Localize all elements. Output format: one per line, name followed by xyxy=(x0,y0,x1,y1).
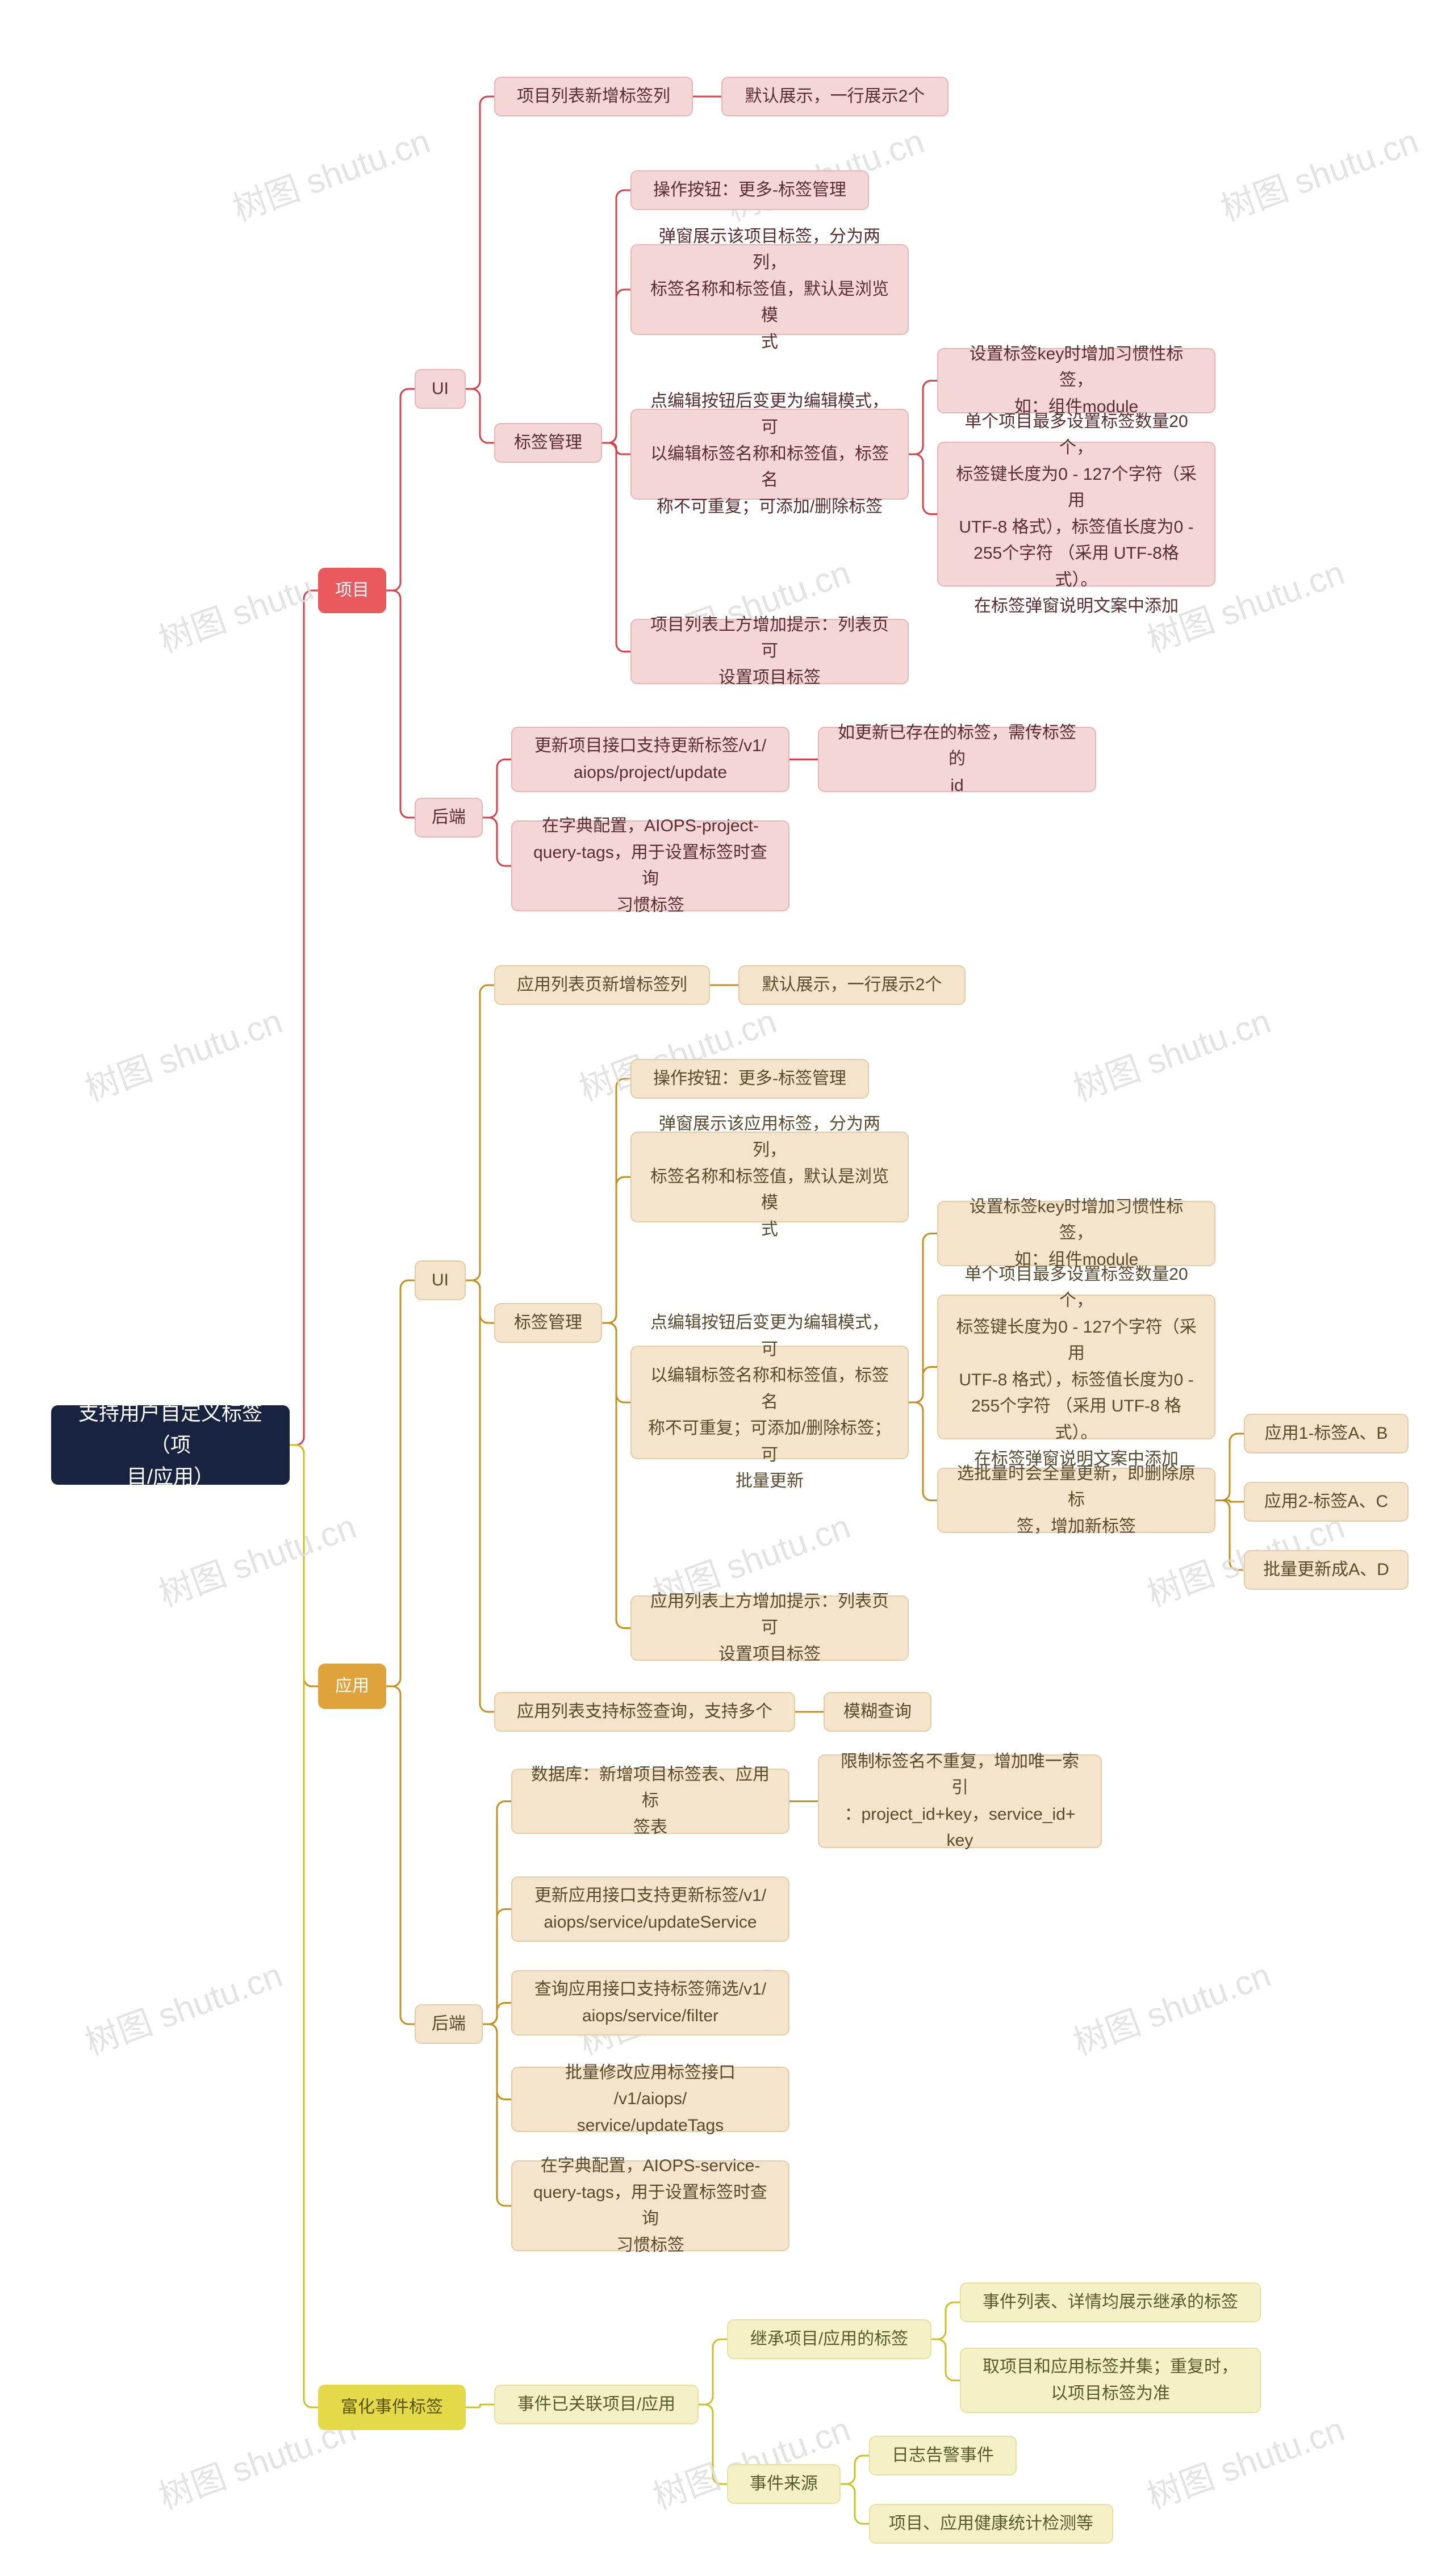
mindmap-node: 查询应用接口支持标签筛选/v1/ aiops/service/filter xyxy=(511,1970,789,2035)
mindmap-edge xyxy=(466,1280,494,1712)
mindmap-edge xyxy=(602,1323,630,1402)
mindmap-edge xyxy=(841,2456,869,2484)
mindmap-node: 默认展示，一行展示2个 xyxy=(738,965,966,1005)
mindmap-edge xyxy=(699,2405,727,2484)
mindmap-edge xyxy=(466,985,494,1280)
mindmap-node: 事件来源 xyxy=(727,2464,841,2504)
mindmap-edge xyxy=(1215,1501,1244,1502)
mindmap-edge xyxy=(909,381,937,455)
mindmap-edge xyxy=(909,1367,937,1403)
mindmap-edge xyxy=(602,290,630,443)
mindmap-node: 事件列表、详情均展示继承的标签 xyxy=(960,2282,1261,2322)
mindmap-node: 数据库：新增项目标签表、应用标 签表 xyxy=(511,1769,789,1834)
mindmap-edge xyxy=(483,760,511,818)
mindmap-node: 设置标签key时增加习惯性标签， 如：组件module xyxy=(937,1201,1215,1266)
mindmap-node: 默认展示，一行展示2个 xyxy=(721,77,949,116)
mindmap-edge xyxy=(602,1177,630,1323)
mindmap-node: 标签管理 xyxy=(494,1303,602,1343)
mindmap-node: 在字典配置，AIOPS-project- query-tags，用于设置标签时查… xyxy=(511,820,789,911)
mindmap-canvas: 树图 shutu.cn 树图 shutu.cn 树图 shutu.cn 树图 shut… xyxy=(0,0,1454,2576)
mindmap-edge xyxy=(602,1079,630,1323)
mindmap-node: 单个项目最多设置标签数量20个， 标签键长度为0 - 127个字符（采用 UTF… xyxy=(937,442,1215,587)
mindmap-edge xyxy=(386,1280,415,1686)
mindmap-edge xyxy=(466,389,494,443)
watermark: 树图 shutu.cn xyxy=(1213,114,1424,231)
mindmap-edge xyxy=(290,590,318,1445)
mindmap-edge xyxy=(483,2003,511,2025)
mindmap-node: 应用列表上方增加提示：列表页可 设置项目标签 xyxy=(630,1595,909,1661)
mindmap-edge xyxy=(483,1802,511,2025)
mindmap-edge xyxy=(466,1280,494,1323)
mindmap-node: 批量更新成A、D xyxy=(1244,1550,1409,1590)
watermark: 树图 shutu.cn xyxy=(151,1499,362,1616)
mindmap-edge xyxy=(386,389,415,590)
mindmap-node: 事件已关联项目/应用 xyxy=(494,2385,699,2424)
mindmap-edge xyxy=(909,454,937,514)
mindmap-edge xyxy=(466,97,494,389)
watermark: 树图 shutu.cn xyxy=(1139,2402,1350,2519)
mindmap-node: UI xyxy=(415,369,466,409)
mindmap-edge xyxy=(841,2484,869,2524)
mindmap-edge xyxy=(909,1234,937,1403)
mindmap-node: 限制标签名不重复，增加唯一索引 ：project_id+key，service_… xyxy=(818,1754,1102,1848)
mindmap-node: UI xyxy=(415,1260,466,1300)
mindmap-node: 模糊查询 xyxy=(824,1692,931,1732)
mindmap-edge xyxy=(483,2024,511,2206)
mindmap-node: 应用列表支持标签查询，支持多个 xyxy=(494,1692,795,1732)
mindmap-edge xyxy=(931,2339,960,2381)
mindmap-node: 弹窗展示该应用标签，分为两列， 标签名称和标签值，默认是浏览模 式 xyxy=(630,1132,909,1222)
mindmap-node: 如更新已存在的标签，需传标签的 id xyxy=(818,727,1096,792)
mindmap-edge xyxy=(602,1323,630,1628)
mindmap-edge xyxy=(466,2405,494,2407)
mindmap-edge xyxy=(483,1909,511,2025)
mindmap-edge xyxy=(602,443,630,454)
mindmap-edge xyxy=(483,818,511,866)
mindmap-node: 应用列表页新增标签列 xyxy=(494,965,710,1005)
mindmap-node: 操作按钮：更多-标签管理 xyxy=(630,170,869,210)
mindmap-node: 日志告警事件 xyxy=(869,2436,1017,2476)
mindmap-node: 单个项目最多设置标签数量20个， 标签键长度为0 - 127个字符（采用 UTF… xyxy=(937,1295,1215,1439)
mindmap-edge xyxy=(931,2302,960,2339)
mindmap-node: 取项目和应用标签并集；重复时， 以项目标签为准 xyxy=(960,2348,1261,2413)
mindmap-node: 弹窗展示该项目标签，分为两列， 标签名称和标签值，默认是浏览模 式 xyxy=(630,244,909,335)
watermark: 树图 shutu.cn xyxy=(77,1947,288,2064)
mindmap-edge xyxy=(386,1686,415,2024)
mindmap-node: 应用 xyxy=(318,1664,386,1709)
mindmap-node: 更新应用接口支持更新标签/v1/ aiops/service/updateSer… xyxy=(511,1876,789,1942)
watermark: 树图 shutu.cn xyxy=(225,114,436,231)
mindmap-edge xyxy=(483,2024,511,2100)
mindmap-edge xyxy=(699,2339,727,2405)
mindmap-edge xyxy=(290,1445,318,2407)
watermark: 树图 shutu.cn xyxy=(77,994,288,1111)
mindmap-node: 在字典配置，AIOPS-service- query-tags，用于设置标签时查… xyxy=(511,2160,789,2251)
mindmap-node: 项目列表新增标签列 xyxy=(494,77,693,116)
mindmap-node: 选批量时会全量更新，即删除原标 签，增加新标签 xyxy=(937,1468,1215,1533)
mindmap-node: 标签管理 xyxy=(494,423,602,463)
mindmap-node: 点编辑按钮后变更为编辑模式，可 以编辑标签名称和标签值，标签名 称不可重复；可添… xyxy=(630,409,909,500)
mindmap-node: 项目、应用健康统计检测等 xyxy=(869,2504,1113,2544)
mindmap-node: 富化事件标签 xyxy=(318,2385,466,2430)
mindmap-node: 操作按钮：更多-标签管理 xyxy=(630,1059,869,1099)
mindmap-edge xyxy=(386,590,415,818)
mindmap-edge xyxy=(909,1402,937,1501)
mindmap-edge xyxy=(290,1445,318,1686)
mindmap-node: 设置标签key时增加习惯性标签， 如：组件module xyxy=(937,348,1215,413)
mindmap-node: 应用2-标签A、C xyxy=(1244,1482,1409,1522)
mindmap-node: 更新项目接口支持更新标签/v1/ aiops/project/update xyxy=(511,727,789,792)
mindmap-node: 批量修改应用标签接口 /v1/aiops/ service/updateTags xyxy=(511,2067,789,2132)
mindmap-node: 点编辑按钮后变更为编辑模式，可 以编辑标签名称和标签值，标签名 称不可重复；可添… xyxy=(630,1346,909,1459)
mindmap-node: 后端 xyxy=(415,798,483,837)
mindmap-node: 继承项目/应用的标签 xyxy=(727,2319,931,2359)
mindmap-node: 后端 xyxy=(415,2004,483,2044)
mindmap-node: 项目列表上方增加提示：列表页可 设置项目标签 xyxy=(630,619,909,684)
mindmap-node: 应用1-标签A、B xyxy=(1244,1414,1409,1454)
mindmap-edge xyxy=(602,443,630,652)
mindmap-node: 支持用户自定义标签（项 目/应用） xyxy=(51,1405,290,1485)
watermark: 树图 shutu.cn xyxy=(1066,1947,1276,2064)
mindmap-node: 项目 xyxy=(318,568,386,613)
mindmap-edge xyxy=(1215,1434,1244,1501)
mindmap-edge xyxy=(602,190,630,443)
watermark: 树图 shutu.cn xyxy=(1066,994,1276,1111)
mindmap-edge xyxy=(1215,1501,1244,1570)
